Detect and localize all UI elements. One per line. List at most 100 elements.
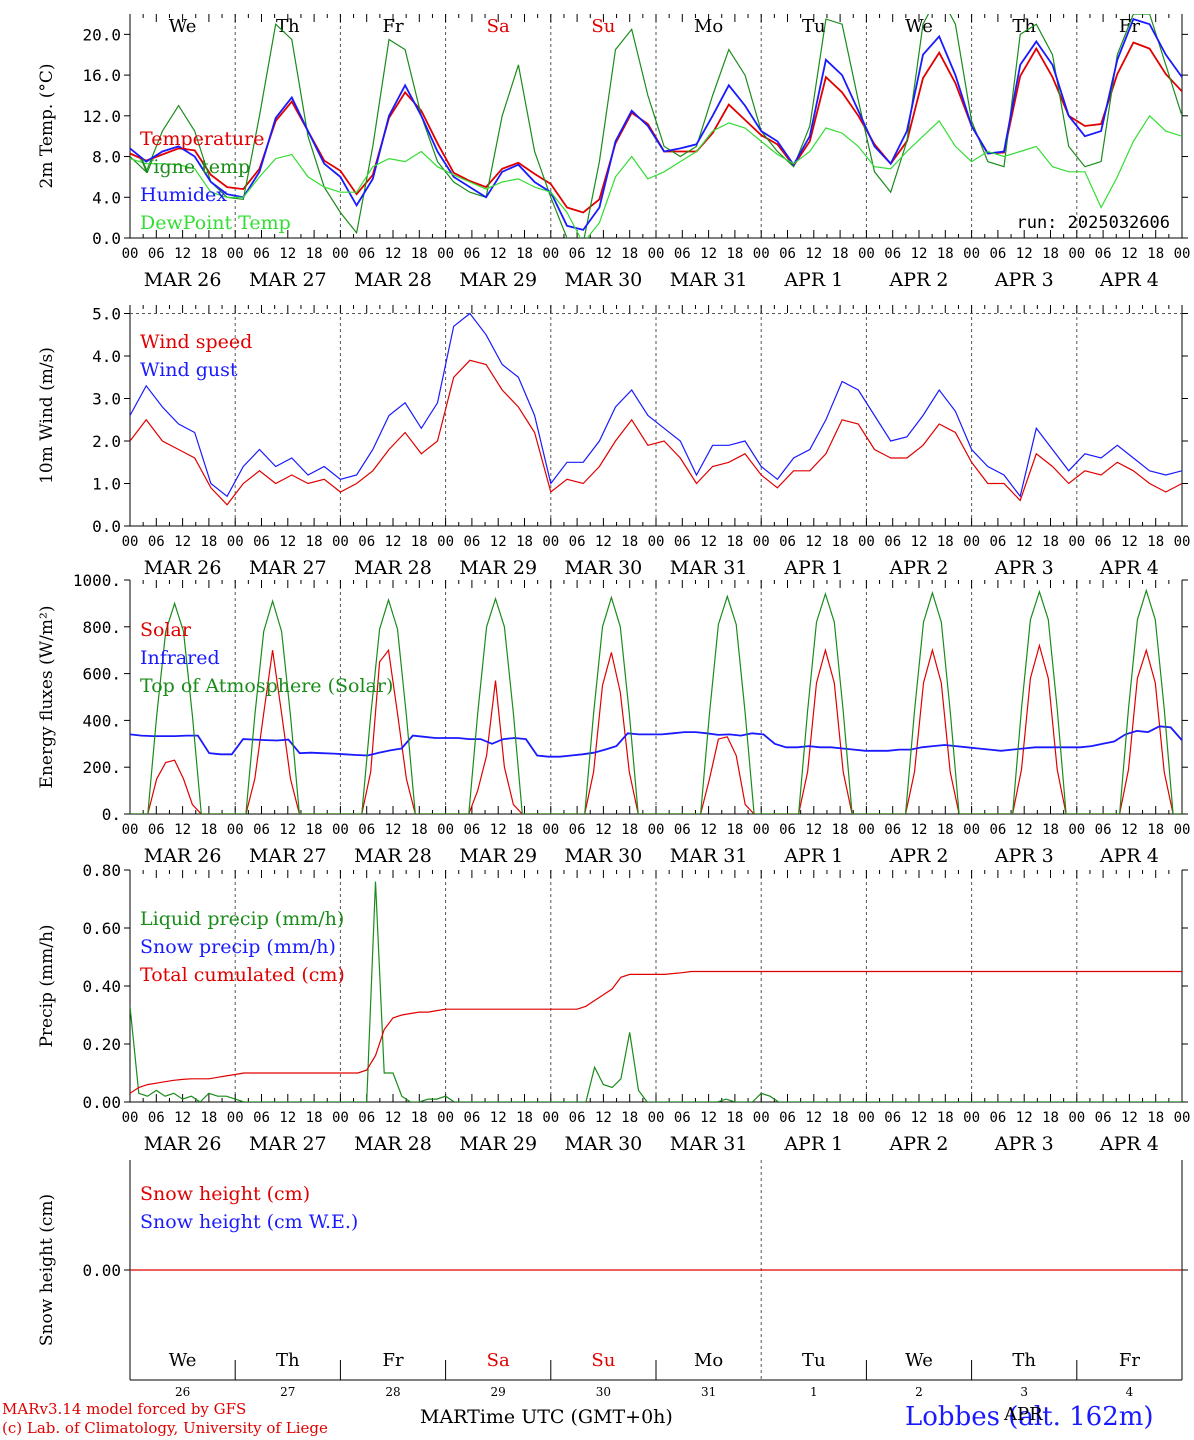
hour-tick-label: 18 [726,246,743,262]
hour-tick-label: 12 [805,246,822,262]
hour-tick-label: 00 [122,822,139,838]
hour-tick-label: 06 [779,1110,796,1126]
hour-tick-label: 00 [858,822,875,838]
hour-tick-label: 18 [937,1110,954,1126]
hour-tick-label: 00 [542,246,559,262]
y-tick-label: 4.0 [92,347,121,366]
hour-tick-label: 18 [832,246,849,262]
hour-tick-label: 12 [595,822,612,838]
hour-tick-label: 00 [332,1110,349,1126]
hour-tick-label: 12 [805,534,822,550]
hour-tick-label: 00 [227,246,244,262]
weekday-label: Th [276,1350,300,1371]
day-label: MAR 26 [144,269,222,291]
y-tick-label: 200. [82,758,121,777]
weekday-label: Tu [802,1350,826,1371]
hour-tick-label: 18 [200,822,217,838]
hour-tick-label: 12 [911,1110,928,1126]
hour-tick-label: 18 [1147,1110,1164,1126]
day-label: MAR 27 [249,557,327,579]
hour-tick-label: 12 [1121,1110,1138,1126]
weekday-label: We [169,16,197,37]
hour-tick-label: 12 [279,822,296,838]
y-tick-label: 0.60 [82,919,121,938]
legend-entry: Snow precip (mm/h) [140,936,336,958]
y-tick-label: 0.80 [82,861,121,880]
hour-tick-label: 06 [884,246,901,262]
hour-tick-label: 12 [1121,246,1138,262]
hour-tick-label: 12 [385,246,402,262]
hour-tick-label: 00 [1174,534,1191,550]
hour-tick-label: 06 [1095,822,1112,838]
station-label: Lobbes (alt. 162m) [905,1402,1154,1432]
y-tick-label: 0.40 [82,977,121,996]
y-tick-label: 0.0 [92,517,121,536]
hour-tick-label: 06 [884,1110,901,1126]
legend-entry: Snow height (cm W.E.) [140,1211,358,1233]
day-label: APR 3 [994,845,1054,867]
hour-tick-label: 06 [989,822,1006,838]
weekday-label: Sa [487,16,510,37]
hour-tick-label: 18 [306,534,323,550]
hour-tick-label: 18 [832,822,849,838]
day-label: APR 2 [889,557,949,579]
hour-tick-label: 18 [306,246,323,262]
hour-tick-label: 00 [332,822,349,838]
day-number-label: 26 [175,1385,190,1399]
day-label: APR 1 [783,269,843,291]
hour-tick-label: 18 [411,1110,428,1126]
hour-tick-label: 18 [306,1110,323,1126]
hour-tick-label: 00 [227,534,244,550]
day-label: MAR 29 [459,1133,537,1155]
hour-tick-label: 12 [700,246,717,262]
hour-tick-label: 12 [279,1110,296,1126]
hour-tick-label: 06 [674,246,691,262]
y-tick-label: 4.0 [92,188,121,207]
hour-tick-label: 12 [174,822,191,838]
hour-tick-label: 18 [621,534,638,550]
hour-tick-label: 12 [1016,822,1033,838]
y-tick-label: 16.0 [82,66,121,85]
hour-tick-label: 18 [516,1110,533,1126]
hour-tick-label: 00 [858,246,875,262]
y-axis-title: Precip (mm/h) [37,924,57,1047]
hour-tick-label: 12 [700,822,717,838]
day-label: MAR 29 [459,269,537,291]
hour-tick-label: 06 [989,534,1006,550]
hour-tick-label: 00 [753,1110,770,1126]
hour-tick-label: 12 [385,1110,402,1126]
day-label: MAR 29 [459,557,537,579]
model-credit: MARv3.14 model forced by GFS [2,1400,247,1418]
hour-tick-label: 00 [122,1110,139,1126]
day-number-label: 1 [810,1385,818,1399]
day-label: MAR 27 [249,845,327,867]
hour-tick-label: 00 [1068,822,1085,838]
day-label: APR 3 [994,1133,1054,1155]
hour-tick-label: 06 [463,1110,480,1126]
series-line [130,114,1182,238]
hour-tick-label: 12 [1121,822,1138,838]
hour-tick-label: 06 [1095,246,1112,262]
chart-panel-1: 0.0 4.0 8.0 12.0 16.0 20.0 2m Temp. (°C) 00 06 12… [37,14,1190,291]
day-label: MAR 30 [565,845,643,867]
day-label: MAR 30 [565,1133,643,1155]
hour-tick-label: 06 [884,822,901,838]
hour-tick-label: 12 [595,534,612,550]
day-number-label: 28 [385,1385,400,1399]
weekday-label: Tu [802,16,826,37]
day-label: MAR 30 [565,269,643,291]
hour-tick-label: 18 [726,534,743,550]
day-label: MAR 31 [670,845,748,867]
hour-tick-label: 18 [411,246,428,262]
hour-tick-label: 00 [437,534,454,550]
hour-tick-label: 18 [1147,822,1164,838]
day-number-label: 27 [280,1385,295,1399]
hour-tick-label: 18 [200,1110,217,1126]
series-line [130,725,1182,758]
hour-tick-label: 00 [1174,822,1191,838]
hour-tick-label: 00 [542,534,559,550]
weekday-label: Th [1012,16,1036,37]
day-label: APR 2 [889,269,949,291]
hour-tick-label: 06 [463,246,480,262]
hour-tick-label: 06 [148,822,165,838]
